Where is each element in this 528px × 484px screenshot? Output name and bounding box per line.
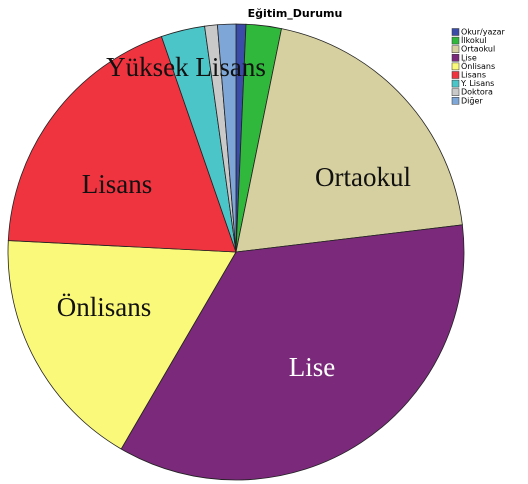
slice-label: Lise: [289, 352, 336, 382]
legend-swatch: [451, 71, 460, 79]
legend-label: Diğer: [461, 96, 483, 105]
legend-swatch: [451, 54, 460, 62]
pie-slice: [120, 224, 465, 481]
slice-label: Ortaokul: [315, 162, 411, 192]
pie: [7, 23, 465, 481]
legend-label: Önlisans: [461, 61, 495, 71]
legend-label: Lisans: [461, 71, 486, 80]
chart-title: Eğitim_Durumu: [248, 7, 343, 20]
legend-label: Lise: [461, 53, 477, 62]
legend-swatch: [451, 45, 460, 53]
legend-swatch: [451, 36, 460, 45]
legend-swatch: [451, 97, 460, 105]
slice-label: Yüksek Lisans: [106, 52, 266, 82]
legend-swatch: [451, 88, 460, 96]
legend-label: Y. Lisans: [460, 79, 494, 88]
legend-swatch: [451, 79, 460, 88]
pie-slice: [7, 240, 237, 450]
legend-swatch: [451, 28, 460, 36]
legend-label: Doktora: [461, 88, 493, 97]
legend-label: Okur/yazar: [461, 28, 505, 37]
slice-labels: Ortaokul Lise Önlisans Lisans Yüksek Lisans: [57, 52, 411, 382]
slice-label: Önlisans: [57, 292, 152, 322]
pie-slice: [7, 36, 237, 253]
legend-label: Ortaokul: [461, 45, 495, 54]
pie-slice: [235, 28, 463, 253]
pie-slice: [216, 23, 237, 253]
legend-swatch: [451, 62, 460, 71]
slice-label: Lisans: [82, 169, 153, 199]
legend-label: İlkokul: [461, 35, 487, 45]
legend: Okur/yazarİlkokulOrtaokulLiseÖnlisansLis…: [451, 28, 505, 105]
